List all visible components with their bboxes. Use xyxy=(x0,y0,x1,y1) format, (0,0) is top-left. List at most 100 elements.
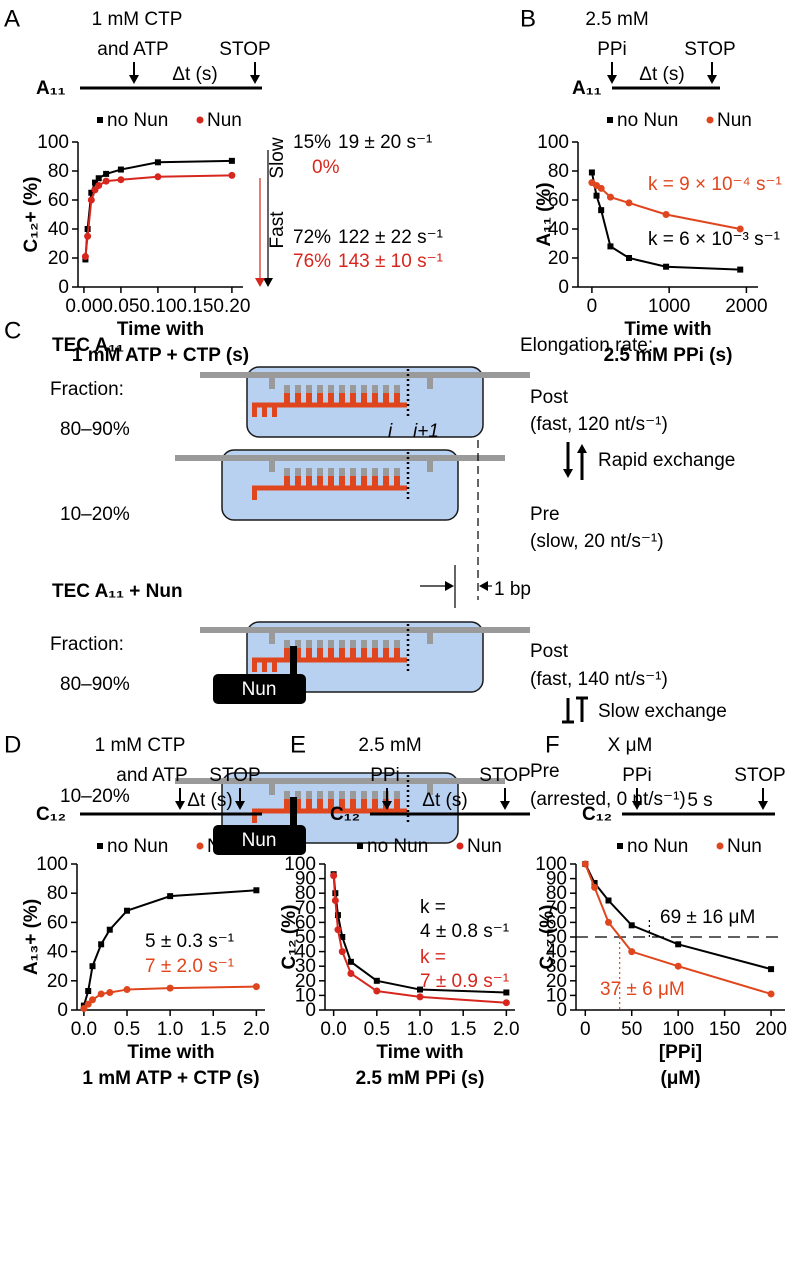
x-tick-label: 2.0 xyxy=(493,1019,519,1040)
dna-base xyxy=(427,630,433,644)
y-tick-label: 80 xyxy=(546,883,567,904)
exchange: Slow exchange xyxy=(598,701,727,722)
dna-base xyxy=(284,385,290,397)
y-tick-label: 60 xyxy=(295,912,316,933)
point xyxy=(674,962,682,970)
rna-base xyxy=(328,799,334,811)
point xyxy=(84,232,92,240)
protocol-interval: Δt (s) xyxy=(422,790,467,811)
rna-base xyxy=(272,405,277,417)
protocol-reagent: X μM xyxy=(608,735,653,756)
point xyxy=(334,926,342,934)
x-tick-label: 0.5 xyxy=(114,1019,140,1040)
dna-base xyxy=(350,385,356,397)
dna-base xyxy=(317,640,323,652)
point xyxy=(591,879,598,886)
y-tick-label: 90 xyxy=(546,869,567,890)
dna-base xyxy=(383,640,389,652)
y-axis-label: C₁₂ (%) xyxy=(537,905,558,970)
legend-marker xyxy=(196,116,204,124)
dna-base xyxy=(394,385,400,397)
arrow-head xyxy=(175,801,185,810)
y-tick-label: 80 xyxy=(295,883,316,904)
arrow-head xyxy=(707,75,717,84)
point xyxy=(675,941,682,948)
rna-base xyxy=(350,648,356,660)
point xyxy=(84,1000,92,1008)
protocol-interval: Δt (s) xyxy=(172,64,217,85)
dna-base xyxy=(269,458,275,472)
dna-base xyxy=(269,630,275,644)
dna-base xyxy=(339,468,345,480)
dna-base xyxy=(317,791,323,803)
y-tick-label: 0 xyxy=(305,1000,316,1021)
point xyxy=(606,193,614,201)
rna-base xyxy=(394,648,400,660)
protocol-interval: Δt (s) xyxy=(187,790,232,811)
rna-base xyxy=(252,405,257,417)
x-tick-label: 0 xyxy=(580,1019,591,1040)
point xyxy=(167,893,174,900)
dna-base xyxy=(361,468,367,480)
x-tick-label: 2000 xyxy=(725,296,767,317)
annotation: 19 ± 20 s⁻¹ xyxy=(338,132,432,153)
annotation: 72% xyxy=(293,227,331,248)
rna-base xyxy=(317,799,323,811)
y-tick-label: 100 xyxy=(36,854,68,875)
rna-base xyxy=(361,476,367,488)
rna-base xyxy=(372,476,378,488)
protocol-stop: STOP xyxy=(684,39,735,60)
y-tick-label: 70 xyxy=(546,898,567,919)
point xyxy=(598,207,605,214)
y-tick-label: 80 xyxy=(548,161,569,182)
dna-base xyxy=(284,468,290,480)
rna-base xyxy=(306,799,312,811)
arrow-head xyxy=(445,581,454,591)
y-axis-label: C₁₂ (%) xyxy=(279,905,300,970)
rna-base xyxy=(383,648,389,660)
fraction: 10–20% xyxy=(60,786,130,807)
x-tick-label: 50 xyxy=(621,1019,642,1040)
point xyxy=(88,189,95,196)
x-tick-label: 0.0 xyxy=(71,1019,97,1040)
x-tick-label: 0.10 xyxy=(139,296,176,317)
annotation: 7 ± 2.0 s⁻¹ xyxy=(145,956,234,977)
legend-label: Nun xyxy=(717,110,752,131)
y-tick-label: 80 xyxy=(47,883,68,904)
legend-label: Nun xyxy=(207,836,242,857)
point xyxy=(338,948,346,956)
point xyxy=(228,171,236,179)
point xyxy=(103,170,110,177)
protocol-stop: STOP xyxy=(209,765,260,786)
rna-base xyxy=(284,393,290,405)
nun-label: Nun xyxy=(242,679,277,700)
template: C₁₂ xyxy=(582,804,612,825)
x-axis-label: Time with xyxy=(624,319,711,340)
y-tick-label: 10 xyxy=(546,985,567,1006)
x-axis-label: 2.5 mM PPi (s) xyxy=(604,345,733,366)
rna-base xyxy=(372,393,378,405)
annotation: k = xyxy=(420,947,446,968)
point xyxy=(417,986,423,993)
point xyxy=(95,175,102,182)
point xyxy=(736,225,744,233)
annotation: 4 ± 0.8 s⁻¹ xyxy=(420,921,509,942)
rna-base xyxy=(317,648,323,660)
rna-base xyxy=(350,393,356,405)
annotation: k = 6 × 10⁻³ s⁻¹ xyxy=(648,229,780,250)
protocol-reagent: 2.5 mM xyxy=(585,9,648,30)
rna-base xyxy=(262,660,267,672)
state: Pre xyxy=(530,761,560,782)
y-tick-label: 30 xyxy=(295,956,316,977)
dna-base xyxy=(328,468,334,480)
legend-marker xyxy=(706,116,714,124)
rna-base xyxy=(306,476,312,488)
state: Post xyxy=(530,387,569,408)
protocol-stop: STOP xyxy=(219,39,270,60)
dna-base xyxy=(350,468,356,480)
rna-base xyxy=(252,488,257,500)
rna-base xyxy=(295,393,301,405)
dna-base xyxy=(383,385,389,397)
dna-base xyxy=(361,385,367,397)
fit-line xyxy=(332,875,507,1004)
